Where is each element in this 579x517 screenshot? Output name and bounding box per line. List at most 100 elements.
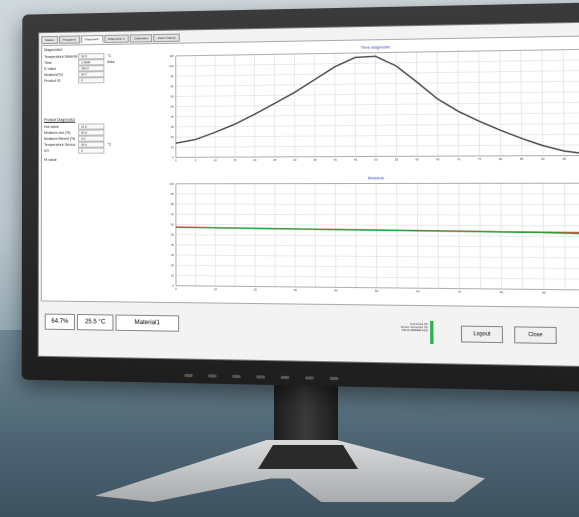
y-tick-label: 80	[171, 202, 175, 206]
grid-line	[176, 81, 579, 86]
row-value: 5	[78, 77, 105, 84]
y-tick-label: 58	[171, 105, 175, 109]
monitor-button[interactable]	[232, 374, 241, 379]
x-tick-label: 10	[214, 287, 218, 291]
row-label: Temperature Sensor	[44, 142, 76, 147]
diagnostic-panel: Diagnostics Temperature Material 25.5 °C Ti…	[40, 35, 579, 309]
y-tick-label: 23	[171, 135, 175, 139]
x-tick-label: 30	[294, 288, 298, 292]
x-tick-label: 70	[458, 290, 462, 294]
y-tick-label: 46	[171, 115, 175, 119]
row-label: Moisture raw (%)	[44, 130, 71, 135]
product-diagnostics-title: Product Diagnostics	[44, 117, 76, 122]
y-tick-label: 100	[169, 182, 174, 186]
monitor-button[interactable]	[256, 375, 265, 379]
row-unit: °C	[107, 142, 112, 147]
y-tick-label: 104	[169, 64, 174, 68]
grid-line	[176, 60, 579, 66]
x-tick-label: 40	[334, 158, 338, 162]
status-bar: 64.7% 25.5 °C Material1 Connected OK Sen…	[41, 303, 579, 361]
x-tick-label: 90	[542, 291, 546, 295]
y-tick-label: 60	[171, 222, 175, 226]
x-tick-label: 75	[478, 157, 482, 161]
y-tick-label: 69	[171, 94, 175, 98]
monitor-stand-joint	[258, 445, 358, 469]
y-tick-label: 10	[171, 273, 175, 277]
x-tick-label: 80	[499, 157, 503, 161]
x-tick-label: 65	[436, 157, 440, 161]
x-tick-label: 0	[175, 287, 177, 291]
monitor-button[interactable]	[329, 376, 339, 381]
y-tick-label: 90	[171, 192, 175, 196]
monitor-button[interactable]	[280, 375, 290, 380]
x-tick-label: 90	[541, 157, 545, 161]
tab-programs[interactable]: Programs	[58, 35, 80, 44]
diagnostic-row: I/O 0	[44, 147, 155, 154]
row-label: I/O	[43, 148, 49, 153]
x-tick-label: 20	[254, 288, 258, 292]
grid-line	[176, 276, 579, 280]
logout-button[interactable]: Logout	[460, 325, 504, 344]
y-tick-label: 50	[171, 233, 175, 237]
close-button[interactable]: Close	[514, 326, 557, 345]
x-tick-label: 25	[273, 158, 277, 162]
x-tick-label: 50	[375, 289, 379, 293]
grid-line	[176, 71, 579, 77]
x-tick-label: 60	[416, 289, 420, 293]
chart-title: Time diagnostic	[361, 44, 391, 50]
x-tick-label: 5	[195, 158, 197, 162]
row-label: Time	[44, 60, 52, 66]
tab-calibration[interactable]: Calibration	[129, 34, 153, 43]
row-value: 0	[78, 147, 105, 154]
monitor-button[interactable]	[305, 376, 314, 380]
plot-area	[176, 49, 579, 157]
footer-text: Hi value	[43, 157, 57, 162]
y-tick-label: 0	[172, 155, 174, 159]
tab-diagnostic-2[interactable]: Diagnostic 2	[103, 34, 129, 44]
screen: Status Programs Diagnostic Diagnostic 2 …	[37, 21, 579, 368]
x-tick-label: 30	[293, 158, 297, 162]
row-unit: °C	[107, 53, 112, 59]
row-label: Moisture filtered (%)	[44, 136, 76, 141]
grid-line	[176, 92, 579, 97]
monitor-button[interactable]	[184, 373, 193, 378]
monitor-stand-neck	[274, 378, 338, 452]
x-tick-label: 80	[500, 290, 504, 294]
grid-line	[176, 225, 579, 226]
connection-info: Connected OK Sensor connection OK HW ID …	[358, 322, 428, 333]
tab-diagnostic[interactable]: Diagnostic	[80, 35, 103, 44]
x-tick-label: 40	[334, 288, 338, 292]
moisture-readout: 64.7%	[44, 313, 75, 331]
diagnostics-values: Diagnostics Temperature Material 25.5 °C Ti…	[44, 46, 155, 162]
grid-line	[176, 235, 579, 237]
row-label: Temperature Material	[44, 54, 78, 60]
material-readout: Material1	[115, 314, 180, 332]
row-label: E-Value	[44, 66, 57, 72]
x-tick-label: 70	[457, 157, 461, 161]
diagnostics-group-title: Diagnostics	[44, 47, 63, 53]
x-tick-label: 0	[175, 158, 177, 162]
moisture-chart: Moisture 0 10 20 30 40 50 60 70 80 90 100 0 10 20 30 40 5…	[164, 173, 579, 301]
series-line	[176, 227, 579, 233]
y-tick-label: 70	[171, 212, 175, 216]
monitor: Status Programs Diagnostic Diagnostic 2 …	[21, 1, 579, 393]
grid-line	[176, 145, 579, 147]
y-tick-label: 0	[172, 284, 174, 288]
monitor-button[interactable]	[208, 374, 217, 378]
time-diagnostic-chart: Time diagnostic 0 12 23 35 46 58 69 81 92 104 115 0 5…	[163, 39, 579, 168]
x-tick-label: 45	[354, 158, 358, 162]
y-tick-label: 81	[171, 84, 175, 88]
monitor-buttons	[184, 373, 339, 381]
grid-line	[176, 113, 579, 117]
x-tick-label: 95	[563, 157, 567, 161]
tab-alarm-history[interactable]: Alarm history	[153, 33, 180, 43]
x-tick-label: 60	[416, 157, 420, 161]
grid-line	[176, 245, 579, 247]
row-label: Moisture(%)	[44, 72, 63, 77]
row-unit: ticks	[107, 59, 115, 65]
connection-indicator	[430, 320, 434, 345]
x-tick-label: 85	[520, 157, 524, 161]
tab-status[interactable]: Status	[41, 35, 58, 45]
